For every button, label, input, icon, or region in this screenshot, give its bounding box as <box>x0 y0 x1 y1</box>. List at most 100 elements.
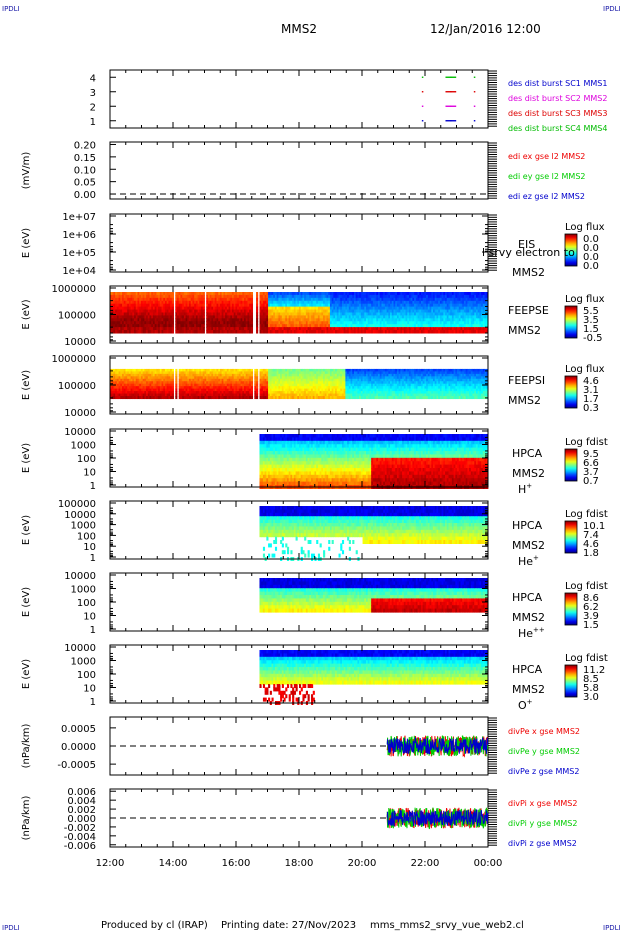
spectrogram-cell <box>269 327 272 331</box>
spectrogram-cell <box>359 309 362 314</box>
spectrogram-cell <box>120 327 123 331</box>
spectrogram-cell <box>271 318 274 322</box>
spectrogram-cell <box>388 309 391 314</box>
spectrogram-cell <box>304 324 307 328</box>
spectrogram-cell <box>144 300 147 305</box>
spectrogram-cell <box>158 383 161 387</box>
spectrogram-cell <box>326 303 329 308</box>
spectrogram-cell <box>481 330 484 334</box>
spectrogram-cell <box>436 321 439 325</box>
spectrogram-cell <box>345 303 348 308</box>
spectrogram-cell <box>323 388 326 392</box>
spectrogram-cell <box>244 378 247 382</box>
spectrogram-cell <box>316 393 319 397</box>
spectrogram-cell <box>190 330 193 334</box>
spectrogram-cell <box>195 376 199 380</box>
spectrogram-cell <box>261 386 264 390</box>
spectrogram-cell <box>274 294 278 299</box>
spectrogram-cell <box>360 300 363 305</box>
spectrogram-cell <box>175 294 178 299</box>
spectrogram-cell <box>197 368 200 372</box>
spectrogram-cell <box>281 324 284 328</box>
spectrogram-cell <box>245 318 248 322</box>
spectrogram-cell <box>151 324 154 328</box>
spectrogram-cell <box>417 318 420 322</box>
spectrogram-cell <box>206 373 209 377</box>
spectrogram-cell <box>110 386 113 390</box>
spectrogram-cell <box>482 303 485 308</box>
spectrogram-cell <box>171 383 174 387</box>
spectrogram-cell <box>319 376 322 380</box>
spectrogram-cell <box>424 300 427 305</box>
spectrogram-cell <box>280 388 283 392</box>
spectrogram-cell <box>323 376 326 380</box>
spectrogram-cell <box>249 309 252 314</box>
spectrogram-cell <box>462 303 465 308</box>
spectrogram-cell <box>240 309 243 314</box>
spectrogram-cell <box>307 368 310 372</box>
spectrogram-cell <box>414 330 417 334</box>
spectrogram-cell <box>340 330 343 334</box>
spectrogram-cell <box>194 297 197 302</box>
spectrogram-cell <box>201 294 204 299</box>
spectrogram-cell <box>207 330 211 334</box>
spectrogram-cell <box>395 306 398 311</box>
spectrogram-cell <box>305 378 308 382</box>
spectrogram-cell <box>474 309 477 314</box>
spectrogram-cell <box>348 315 351 319</box>
spectrogram-cell <box>230 312 233 316</box>
spectrogram-cell <box>309 396 312 400</box>
spectrogram-cell <box>130 321 133 325</box>
spectrogram-cell <box>372 306 375 311</box>
spectrogram-cell <box>214 393 217 397</box>
spectrogram-cell <box>415 318 418 322</box>
spectrogram-cell <box>424 324 427 328</box>
spectrogram-cell <box>244 371 247 375</box>
spectrogram-cell <box>266 318 269 322</box>
spectrogram-cell <box>326 300 329 305</box>
spectrogram-cell <box>451 294 455 299</box>
spectrogram-cell <box>213 388 216 392</box>
spectrogram-cell <box>264 315 267 319</box>
spectrogram-cell <box>285 386 288 390</box>
spectrogram-cell <box>122 371 125 375</box>
spectrogram-cell <box>202 368 205 372</box>
spectrogram-cell <box>144 306 147 311</box>
spectrogram-cell <box>197 378 200 382</box>
spectrogram-cell <box>285 330 288 334</box>
spectrogram-cell <box>192 315 195 319</box>
spectrogram-cell <box>273 376 276 380</box>
spectrogram-cell <box>204 386 207 390</box>
spectrogram-cell <box>225 373 228 377</box>
spectrogram-cell <box>211 292 214 296</box>
spectrogram-cell <box>311 297 314 302</box>
spectrogram-cell <box>453 294 456 299</box>
spectrogram-cell <box>139 386 142 390</box>
spectrogram-cell <box>266 378 269 382</box>
spectrogram-cell <box>199 393 202 397</box>
spectrogram-cell <box>357 300 360 305</box>
spectrogram-cell <box>479 297 482 302</box>
spectrogram-cell <box>264 368 267 372</box>
spectrogram-cell <box>142 386 145 390</box>
spectrogram-cell <box>123 294 126 299</box>
spectrogram-cell <box>379 312 382 316</box>
spectrogram-cell <box>242 381 245 385</box>
spectrogram-cell <box>247 318 250 322</box>
spectrogram-cell <box>360 324 363 328</box>
spectrogram-cell <box>132 303 135 308</box>
spectrogram-cell <box>369 306 372 311</box>
spectrogram-cell <box>166 388 169 392</box>
spectrogram-cell <box>441 294 444 299</box>
spectrogram-cell <box>197 324 200 328</box>
spectrogram-cell <box>207 303 211 308</box>
spectrogram-cell <box>328 391 331 395</box>
y-tick-label: 0.05 <box>74 178 96 189</box>
spectrogram-cell <box>175 386 178 390</box>
spectrogram-cell <box>307 309 310 314</box>
spectrogram-cell <box>152 373 156 377</box>
spectrogram-cell <box>297 383 300 387</box>
spectrogram-cell <box>132 292 135 296</box>
spectrogram-cell <box>120 386 123 390</box>
spectrogram-cell <box>412 294 415 299</box>
